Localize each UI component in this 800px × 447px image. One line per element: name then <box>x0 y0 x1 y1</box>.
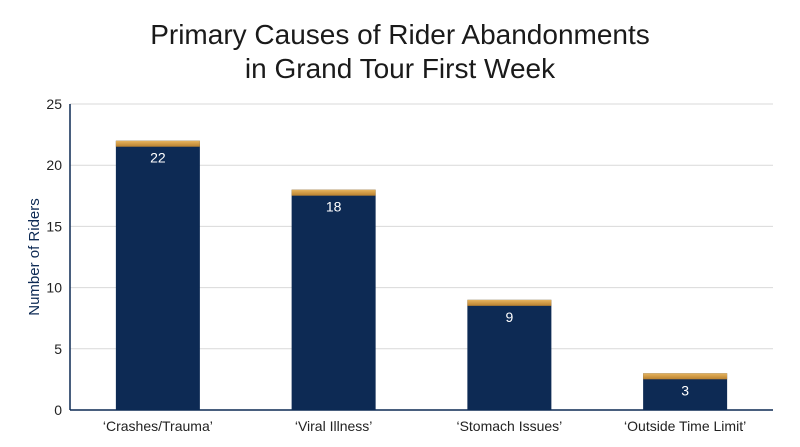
bar-top-accent <box>115 140 200 147</box>
chart-title: Primary Causes of Rider Abandonments in … <box>0 18 800 86</box>
y-tick-label: 5 <box>54 341 62 357</box>
data-label: 18 <box>326 199 342 215</box>
bar-group: 9 <box>467 299 552 410</box>
x-tick-label: ‘Crashes/Trauma’ <box>103 418 213 434</box>
y-tick-label: 0 <box>54 402 62 418</box>
data-label: 3 <box>681 382 689 398</box>
bar <box>467 299 552 410</box>
bar <box>643 373 728 410</box>
data-label: 22 <box>150 150 166 166</box>
x-tick-label: ‘Outside Time Limit’ <box>624 418 746 434</box>
bar-group: 3 <box>643 373 728 410</box>
data-label: 9 <box>505 309 513 325</box>
y-tick-label: 15 <box>46 218 62 234</box>
chart-title-line-1: Primary Causes of Rider Abandonments <box>150 19 650 50</box>
bars: 22 18 9 3 <box>115 140 728 410</box>
y-axis-label: Number of Riders <box>26 198 43 316</box>
bar-group: 22 <box>115 140 200 410</box>
bar-group: 18 <box>291 189 376 410</box>
axes: 0 5 10 15 20 25 ‘Crashes/Trauma’ ‘Viral Illness… <box>46 96 773 434</box>
bar-top-accent <box>643 373 728 380</box>
bar <box>115 140 200 410</box>
bar-top-accent <box>467 299 552 306</box>
y-tick-label: 10 <box>46 280 62 296</box>
y-tick-label: 25 <box>46 96 62 112</box>
x-tick-label: ‘Viral Illness’ <box>295 418 373 434</box>
chart-title-line-2: in Grand Tour First Week <box>244 53 556 84</box>
x-tick-label: ‘Stomach Issues’ <box>456 418 562 434</box>
bar-top-accent <box>291 189 376 196</box>
bar <box>291 189 376 410</box>
y-tick-label: 20 <box>46 157 62 173</box>
